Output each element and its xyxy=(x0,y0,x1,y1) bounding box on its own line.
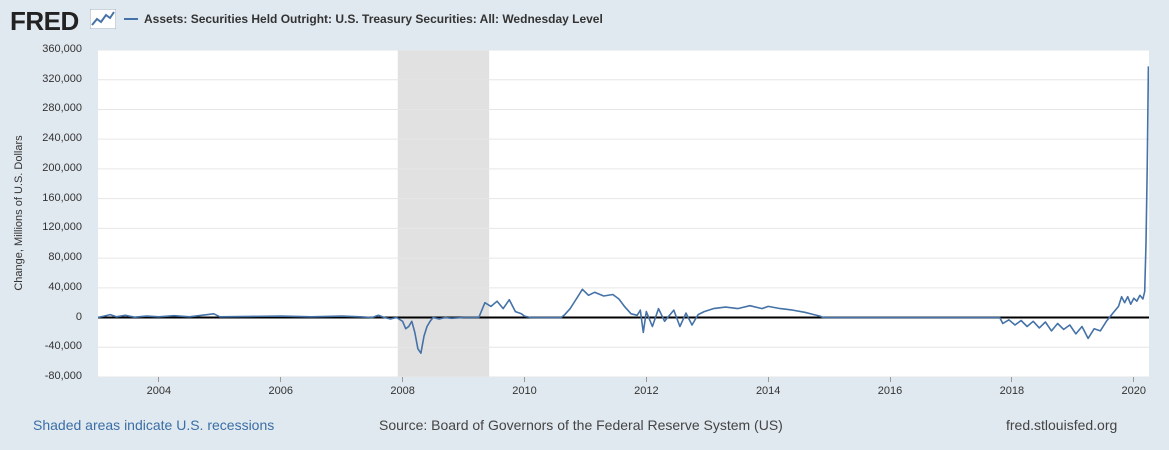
x-tick-mark xyxy=(1011,377,1013,382)
chart-legend: Assets: Securities Held Outright: U.S. T… xyxy=(124,12,603,26)
x-tick-mark xyxy=(523,377,525,382)
x-tick-label: 2018 xyxy=(999,385,1025,397)
y-tick-label: 320,000 xyxy=(42,72,82,85)
x-tick-mark xyxy=(645,377,647,382)
chart-header: FRED Assets: Securities Held Outright: U… xyxy=(0,0,1169,44)
series-line xyxy=(98,66,1149,355)
legend-swatch xyxy=(124,18,138,20)
y-tick-label: -80,000 xyxy=(44,370,82,382)
fred-logo[interactable]: FRED xyxy=(10,6,79,36)
x-tick-mark xyxy=(889,377,891,382)
x-tick-label: 2016 xyxy=(877,385,903,397)
y-tick-label: 200,000 xyxy=(42,161,82,174)
chart-svg xyxy=(98,50,1149,377)
x-tick-mark xyxy=(280,377,282,382)
site-link[interactable]: fred.stlouisfed.org xyxy=(1006,417,1118,433)
y-tick-label: 360,000 xyxy=(42,43,82,55)
source-note: Source: Board of Governors of the Federa… xyxy=(379,417,783,433)
y-tick-label: 0 xyxy=(75,310,82,323)
recession-note-link[interactable]: Shaded areas indicate U.S. recessions xyxy=(33,417,275,433)
x-tick-label: 2020 xyxy=(1121,385,1146,397)
x-tick-mark xyxy=(767,377,769,382)
legend-series-label[interactable]: Assets: Securities Held Outright: U.S. T… xyxy=(144,12,603,26)
x-tick-label: 2008 xyxy=(390,385,415,397)
fred-chart-icon xyxy=(90,9,116,29)
y-tick-label: 240,000 xyxy=(42,132,82,145)
x-tick-label: 2010 xyxy=(512,385,537,397)
plot-area xyxy=(98,50,1149,377)
y-tick-label: 160,000 xyxy=(42,191,82,204)
y-tick-label: 80,000 xyxy=(48,251,82,264)
x-tick-label: 2006 xyxy=(268,385,294,397)
y-tick-label: 120,000 xyxy=(42,221,82,234)
x-tick-mark xyxy=(158,377,160,382)
x-tick-mark xyxy=(402,377,404,382)
recession-band xyxy=(397,50,490,377)
y-tick-label: 280,000 xyxy=(42,102,82,115)
x-tick-label: 2004 xyxy=(146,385,172,397)
x-tick-label: 2012 xyxy=(634,385,659,397)
x-tick-mark xyxy=(1133,377,1135,382)
x-tick-label: 2014 xyxy=(755,385,781,397)
y-tick-label: -40,000 xyxy=(44,340,82,353)
y-axis-label: Change, Millions of U.S. Dollars xyxy=(13,135,25,291)
y-tick-label: 40,000 xyxy=(48,280,82,293)
